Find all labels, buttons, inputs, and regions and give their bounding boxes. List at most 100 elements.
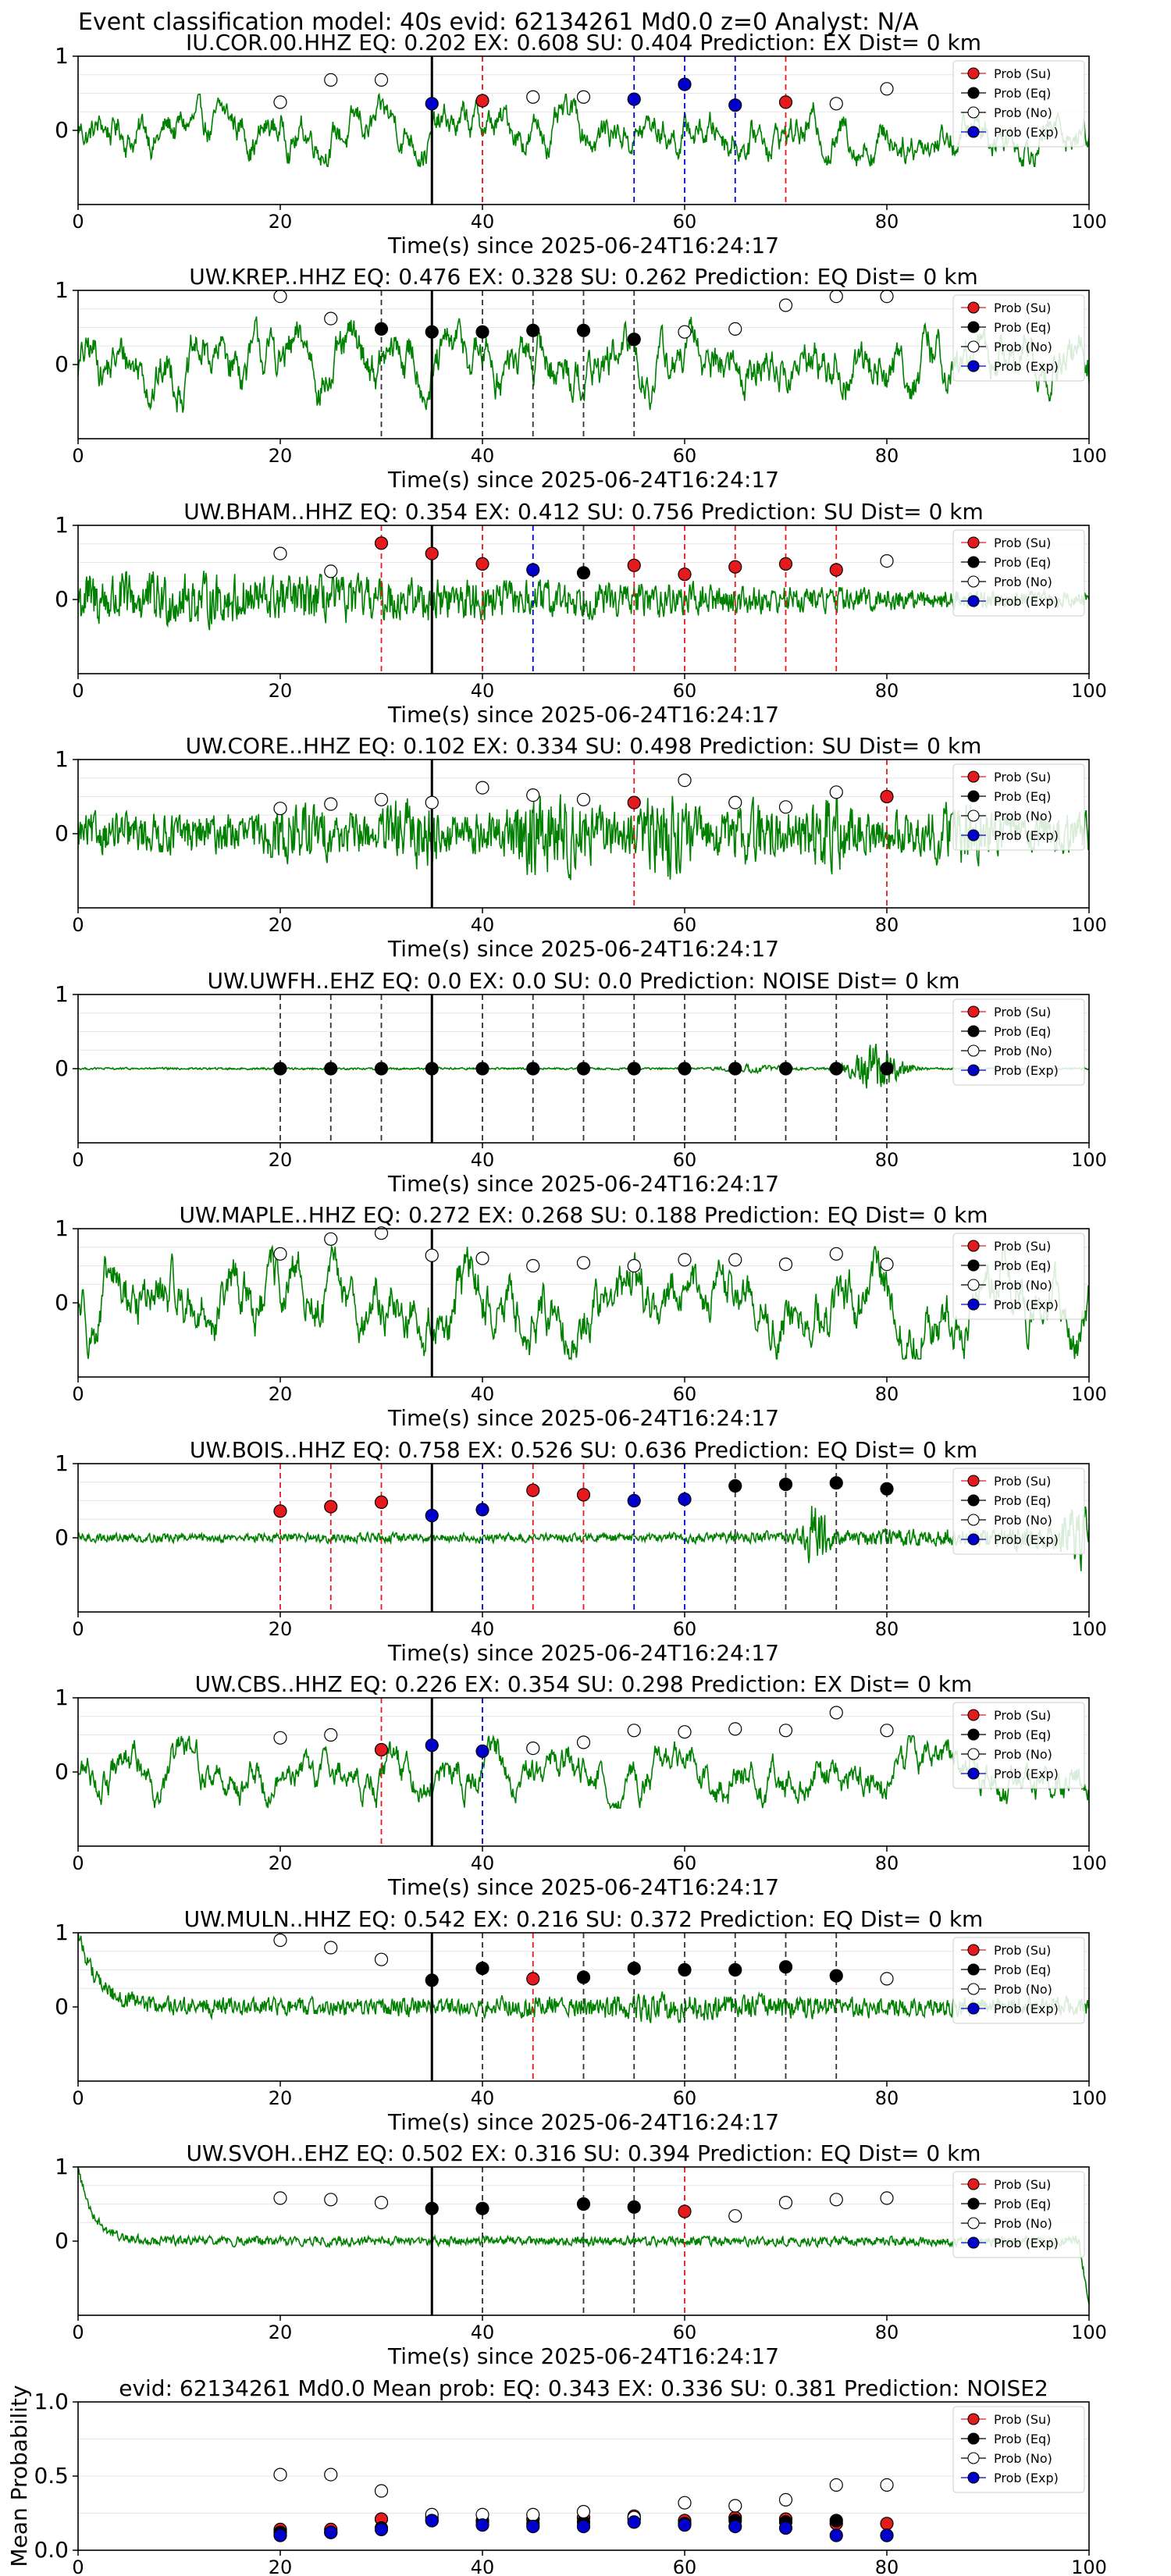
x-tick-label: 100 <box>1071 2087 1107 2109</box>
waveform-trace <box>78 1506 1089 1571</box>
prob-point-no <box>829 2478 843 2492</box>
y-tick-label: 0 <box>55 117 69 143</box>
x-tick-label: 60 <box>673 1618 697 1640</box>
legend-marker-exp <box>967 360 980 372</box>
legend-marker-eq <box>967 790 980 802</box>
y-tick-label: 1.0 <box>34 2389 69 2414</box>
legend-label-no: Prob (No) <box>994 809 1052 824</box>
prob-point-eq <box>425 1973 439 1987</box>
x-tick-label: 0 <box>72 445 84 467</box>
prob-point-no <box>273 95 287 109</box>
prob-point-no <box>324 2467 338 2482</box>
prob-point-no <box>576 792 591 806</box>
prob-point-no <box>880 1724 894 1738</box>
panel-8: UW.CBS..HHZ EQ: 0.226 EX: 0.354 SU: 0.29… <box>55 1671 1107 1900</box>
y-tick-label: 0 <box>55 820 69 846</box>
legend-marker-eq <box>967 1963 980 1976</box>
x-axis-label: Time(s) since 2025-06-24T16:24:17 <box>387 1405 779 1431</box>
x-tick-label: 20 <box>269 211 293 233</box>
x-tick-label: 100 <box>1071 2556 1107 2576</box>
prob-point-no <box>526 90 540 104</box>
x-tick-label: 80 <box>875 2322 899 2343</box>
panel-title: UW.UWFH..EHZ EQ: 0.0 EX: 0.0 SU: 0.0 Pre… <box>207 968 959 994</box>
prob-point-exp <box>526 563 540 577</box>
prob-point-su <box>880 789 894 804</box>
legend-marker-exp <box>967 1533 980 1546</box>
x-tick-label: 40 <box>471 680 495 702</box>
prob-point-eq <box>576 1970 591 1984</box>
prob-point-eq <box>678 1062 692 1076</box>
legend-label-su: Prob (Su) <box>994 1005 1051 1019</box>
y-tick-label: 1 <box>55 277 69 303</box>
x-tick-label: 0 <box>72 680 84 702</box>
prob-point-no <box>324 797 338 811</box>
prob-point-no <box>273 2191 287 2205</box>
y-tick-label: 0 <box>55 586 69 612</box>
prob-point-eq <box>526 1062 540 1076</box>
x-tick-label: 0 <box>72 2087 84 2109</box>
x-tick-label: 60 <box>673 211 697 233</box>
y-tick-label: 1 <box>55 1685 69 1710</box>
panel-title: UW.MULN..HHZ EQ: 0.542 EX: 0.216 SU: 0.3… <box>184 1906 984 1932</box>
prob-point-no <box>576 2505 591 2519</box>
y-axis-label: Mean Probability <box>6 2385 32 2567</box>
prob-point-no <box>778 800 793 814</box>
prob-point-no <box>273 802 287 816</box>
legend-marker-no <box>967 1983 980 1995</box>
prob-point-su <box>273 1504 287 1518</box>
legend-label-exp: Prob (Exp) <box>994 828 1059 843</box>
legend-label-no: Prob (No) <box>994 1513 1052 1528</box>
x-tick-label: 20 <box>269 914 293 936</box>
x-tick-label: 40 <box>471 2087 495 2109</box>
legend-box <box>952 294 1085 382</box>
y-tick-label: 1 <box>55 43 69 69</box>
waveform-trace <box>78 1244 1089 1361</box>
prob-point-no <box>829 1247 843 1261</box>
prob-point-exp <box>425 2514 439 2528</box>
prob-point-su <box>576 1488 591 1502</box>
prob-point-no <box>728 2209 742 2223</box>
x-tick-label: 20 <box>269 1618 293 1640</box>
prob-point-no <box>678 325 692 339</box>
panel-title: UW.KREP..HHZ EQ: 0.476 EX: 0.328 SU: 0.2… <box>189 264 977 290</box>
legend-label-su: Prob (Su) <box>994 66 1051 81</box>
panel-title: UW.BHAM..HHZ EQ: 0.354 EX: 0.412 SU: 0.7… <box>183 499 984 525</box>
prob-point-exp <box>475 1744 489 1758</box>
x-tick-label: 40 <box>471 211 495 233</box>
prob-point-eq <box>475 325 489 339</box>
legend-label-eq: Prob (Eq) <box>994 1493 1051 1508</box>
x-tick-label: 80 <box>875 445 899 467</box>
x-tick-label: 100 <box>1071 2322 1107 2343</box>
x-tick-label: 40 <box>471 2322 495 2343</box>
legend-marker-exp <box>967 829 980 841</box>
x-tick-label: 40 <box>471 1149 495 1171</box>
legend-label-exp: Prob (Exp) <box>994 1063 1059 1078</box>
legend-label-su: Prob (Su) <box>994 301 1051 315</box>
legend-label-exp: Prob (Exp) <box>994 1297 1059 1312</box>
prob-point-exp <box>678 1492 692 1507</box>
panel-title: evid: 62134261 Md0.0 Mean prob: EQ: 0.34… <box>119 2375 1048 2401</box>
prob-point-no <box>374 2196 389 2210</box>
panel-title: UW.CBS..HHZ EQ: 0.226 EX: 0.354 SU: 0.29… <box>195 1671 973 1697</box>
legend-label-eq: Prob (Eq) <box>994 320 1051 335</box>
x-tick-label: 60 <box>673 445 697 467</box>
x-tick-label: 40 <box>471 1618 495 1640</box>
prob-point-no <box>880 290 894 304</box>
legend-marker-exp <box>967 2236 980 2249</box>
prob-point-no <box>880 2478 894 2492</box>
legend-marker-exp <box>967 1064 980 1076</box>
legend-box <box>952 1937 1085 2024</box>
prob-point-no <box>475 1251 489 1265</box>
x-tick-label: 40 <box>471 1852 495 1874</box>
y-tick-label: 0 <box>55 1525 69 1550</box>
x-tick-label: 0 <box>72 914 84 936</box>
prob-point-no <box>829 785 843 799</box>
prob-point-eq <box>627 1062 641 1076</box>
prob-point-eq <box>475 1962 489 1976</box>
legend-box <box>952 1702 1085 1789</box>
legend-label-exp: Prob (Exp) <box>994 359 1059 374</box>
legend-label-su: Prob (Su) <box>994 535 1051 550</box>
waveform-trace <box>78 1734 1089 1809</box>
x-tick-label: 0 <box>72 2322 84 2343</box>
prob-point-no <box>425 795 439 809</box>
